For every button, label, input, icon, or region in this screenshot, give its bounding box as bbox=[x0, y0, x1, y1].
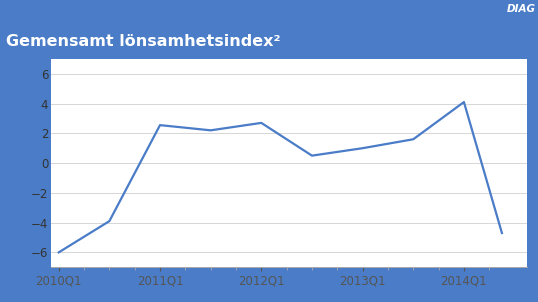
Text: Gemensamt lönsamhetsindex²: Gemensamt lönsamhetsindex² bbox=[6, 34, 281, 49]
Text: DIAG: DIAG bbox=[506, 5, 535, 14]
